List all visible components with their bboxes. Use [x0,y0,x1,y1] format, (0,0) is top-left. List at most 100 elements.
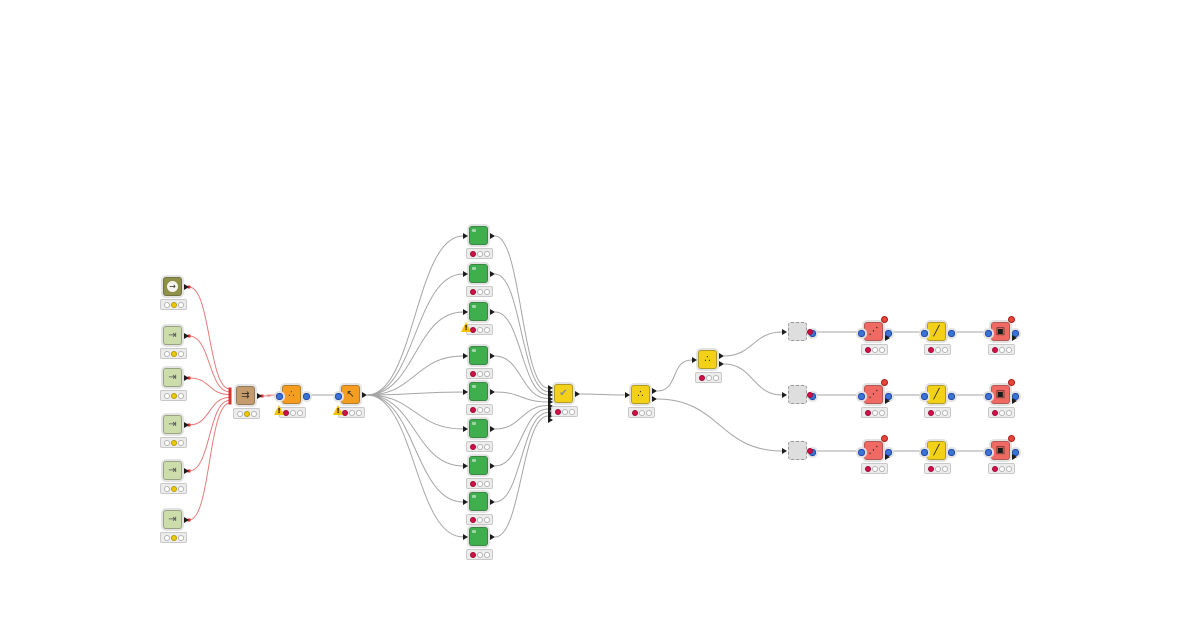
node-body[interactable] [469,264,488,283]
node-file-reader-1[interactable]: ⇥ [153,316,193,362]
in-port[interactable] [625,392,630,398]
node-splitter[interactable]: ↖! [331,375,371,421]
out-port[interactable] [948,448,955,456]
in-port[interactable] [858,329,865,337]
node-process-9[interactable] [459,517,499,563]
connection-g1-y1[interactable] [494,235,549,389]
in-port[interactable] [692,357,697,363]
in-port[interactable] [985,392,992,400]
out-port[interactable] [490,309,495,315]
connection-g6-y1[interactable] [494,405,549,430]
out-port[interactable] [652,388,657,394]
node-body[interactable]: → [163,277,182,296]
in-port[interactable] [335,392,342,400]
in-port[interactable] [548,413,553,419]
in-port[interactable] [921,392,928,400]
node-collector[interactable]: ✔ [544,374,584,423]
in-port[interactable] [463,534,468,540]
connection-g4-y1[interactable] [494,355,549,399]
connection-y3-c1[interactable] [723,331,783,357]
node-process-2[interactable] [459,254,499,300]
out-port[interactable] [490,389,495,395]
out-port[interactable] [490,233,495,239]
connection-g8-y1[interactable] [494,412,549,503]
node-body[interactable]: ✔ [554,384,573,403]
connection-g9-y1[interactable] [494,415,549,538]
node-plotter-1[interactable]: ╱ [917,312,957,358]
out-port[interactable] [490,534,495,540]
out-port[interactable] [1012,335,1017,341]
node-body[interactable]: ↖ [341,385,360,404]
node-body[interactable]: ⋰ [864,441,883,460]
in-port[interactable] [858,392,865,400]
out-port[interactable] [652,396,657,402]
in-port[interactable] [463,271,468,277]
connection-o2-g1[interactable] [366,235,464,396]
connection-o2-g6[interactable] [366,394,464,430]
node-body[interactable]: ⋰ [864,385,883,404]
node-body[interactable] [469,302,488,321]
node-body[interactable] [469,419,488,438]
node-process-8[interactable] [459,482,499,528]
node-body[interactable] [469,226,488,245]
node-body[interactable]: ⇉ [236,386,255,405]
connection-y2-y3[interactable] [656,359,693,392]
out-port[interactable] [184,468,189,474]
node-body[interactable]: ⋰ [864,322,883,341]
node-process-7[interactable] [459,446,499,492]
connection-o2-g4[interactable] [366,355,464,396]
node-body[interactable]: ∴ [631,385,650,404]
out-port[interactable] [948,329,955,337]
node-body[interactable] [469,527,488,546]
node-body[interactable]: ∴ [282,385,301,404]
in-port[interactable] [463,309,468,315]
connection-o2-g7[interactable] [366,394,464,467]
out-port[interactable] [184,375,189,381]
out-port[interactable] [885,398,890,404]
connection-g3-y1[interactable] [494,311,549,396]
connection-r1-cc[interactable] [188,286,231,390]
node-body[interactable] [788,441,807,460]
out-port[interactable] [184,517,189,523]
in-port[interactable] [548,402,553,409]
in-port[interactable] [463,353,468,359]
node-body[interactable]: ▣ [991,322,1010,341]
in-port[interactable] [463,389,468,395]
connection-y2-c3[interactable] [656,398,783,452]
node-partitioner-2[interactable]: ∴ [688,340,728,386]
in-port[interactable] [463,463,468,469]
connection-r4-cc[interactable] [188,396,231,426]
in-port[interactable] [548,395,553,402]
in-port[interactable] [548,406,553,412]
node-plotter-2[interactable]: ╱ [917,375,957,421]
in-port[interactable] [985,448,992,456]
out-port[interactable] [575,391,580,397]
connection-cc-o1[interactable] [261,394,277,397]
connection-r6-cc[interactable] [188,402,231,521]
connection-o2-g5[interactable] [366,391,464,396]
in-port[interactable] [985,329,992,337]
node-body[interactable]: ⇥ [163,415,182,434]
node-file-reader-2[interactable]: ⇥ [153,358,193,404]
out-port[interactable] [490,426,495,432]
node-body[interactable] [469,346,488,365]
node-viewer-1[interactable]: ▣ [981,312,1021,358]
connection-r2-cc[interactable] [188,335,231,393]
out-port[interactable] [490,271,495,277]
node-component-3[interactable] [778,431,818,477]
node-file-reader-3[interactable]: ⇥ [153,405,193,451]
node-body[interactable]: ⇥ [163,510,182,529]
node-partitioner-1[interactable]: ∴ [621,375,661,421]
in-port[interactable] [782,448,787,454]
node-table-reader[interactable]: → [153,267,193,313]
node-body[interactable]: ╱ [927,322,946,341]
in-port[interactable] [548,392,553,398]
out-port[interactable] [184,284,189,290]
in-port[interactable] [463,426,468,432]
node-viewer-3[interactable]: ▣ [981,431,1021,477]
out-port[interactable] [948,392,955,400]
connection-y3-c2[interactable] [723,363,783,396]
out-port[interactable] [490,353,495,359]
in-port[interactable] [276,392,283,400]
node-body[interactable]: ╱ [927,385,946,404]
